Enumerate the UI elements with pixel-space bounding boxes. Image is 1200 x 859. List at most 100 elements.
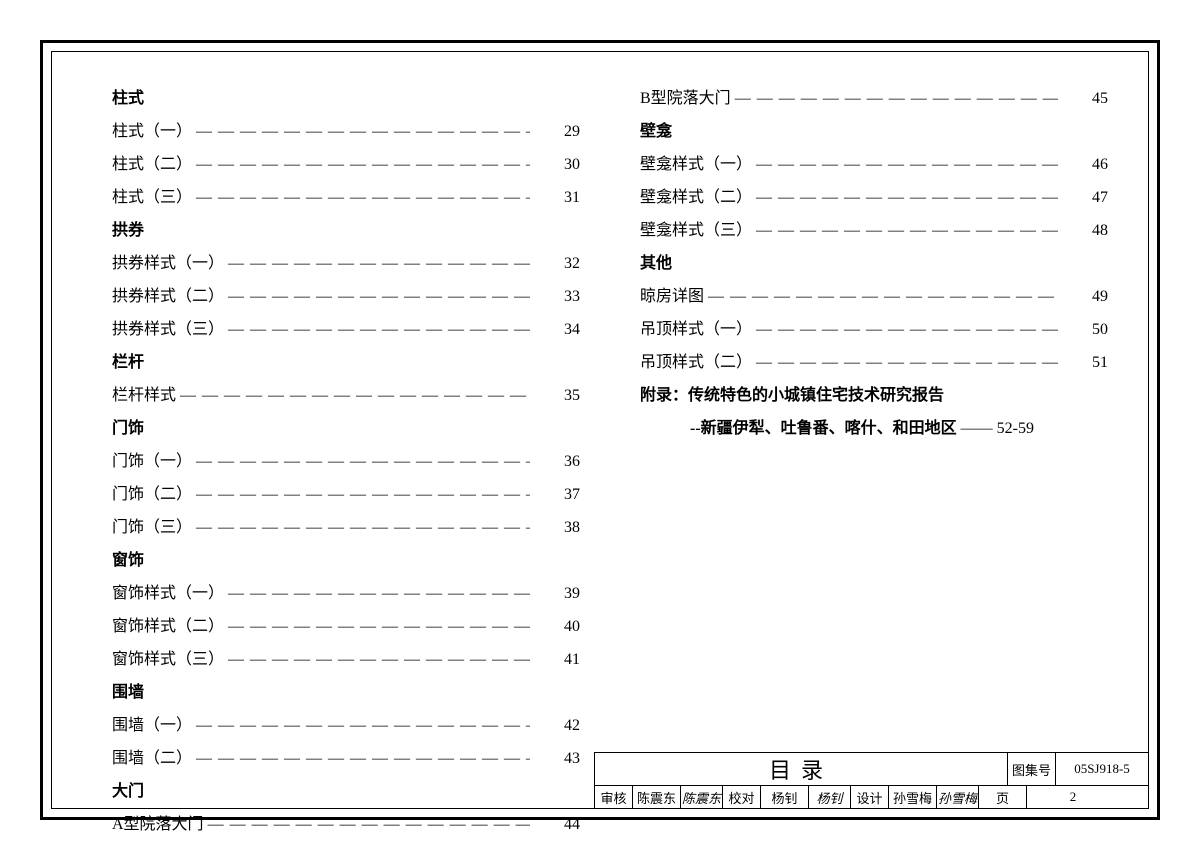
toc-leader: ————————————————————————————————————————… bbox=[204, 808, 530, 841]
toc-entry: 柱式（三）———————————————————————————————————… bbox=[112, 181, 580, 214]
toc-entry: 吊顶样式（一）—————————————————————————————————… bbox=[640, 313, 1108, 346]
toc-entry-label: 窗饰样式（一） bbox=[112, 577, 224, 610]
toc-entry: A型院落大门——————————————————————————————————… bbox=[112, 808, 580, 841]
toc-entry-page: 44 bbox=[530, 808, 580, 841]
toc-heading-label: 窗饰 bbox=[112, 544, 144, 577]
toc-entry: 壁龛样式（三）—————————————————————————————————… bbox=[640, 214, 1108, 247]
toc-leader: ————————————————————————————————————————… bbox=[224, 313, 530, 346]
toc-entry-label: 柱式（三） bbox=[112, 181, 192, 214]
toc-entry-label: 围墙（一） bbox=[112, 709, 192, 742]
toc-entry-label: 吊顶样式（一） bbox=[640, 313, 752, 346]
toc-entry: 窗饰样式（三）—————————————————————————————————… bbox=[112, 643, 580, 676]
toc-heading: 栏杆 bbox=[112, 346, 580, 379]
title-block-row-1: 目录 图集号 05SJ918-5 bbox=[595, 753, 1148, 785]
toc-entry-page: 33 bbox=[530, 280, 580, 313]
toc-entry-page: 37 bbox=[530, 478, 580, 511]
toc-entry: 柱式（一）———————————————————————————————————… bbox=[112, 115, 580, 148]
drawing-sheet: 柱式柱式（一）—————————————————————————————————… bbox=[40, 40, 1160, 820]
toc-entry-page: 35 bbox=[530, 379, 580, 412]
toc-entry: 拱券样式（三）—————————————————————————————————… bbox=[112, 313, 580, 346]
toc-leader: ————————————————————————————————————————… bbox=[192, 742, 530, 775]
toc-heading-label: 围墙 bbox=[112, 676, 144, 709]
toc-heading: 柱式 bbox=[112, 82, 580, 115]
checker-signature: 杨钊 bbox=[809, 786, 851, 808]
toc-appendix-page: 52-59 bbox=[997, 412, 1034, 445]
toc-appendix-sub-label: --新疆伊犁、吐鲁番、喀什、和田地区 bbox=[690, 412, 957, 445]
designer-label: 设计 bbox=[851, 786, 889, 808]
toc-entry-page: 41 bbox=[530, 643, 580, 676]
toc-entry-label: A型院落大门 bbox=[112, 808, 204, 841]
toc-leader: ————————————————————————————————————————… bbox=[752, 346, 1058, 379]
toc-entry: 围墙（二）———————————————————————————————————… bbox=[112, 742, 580, 775]
toc-entry: 拱券样式（一）—————————————————————————————————… bbox=[112, 247, 580, 280]
toc-entry-page: 34 bbox=[530, 313, 580, 346]
toc-heading-label: 门饰 bbox=[112, 412, 144, 445]
toc-entry-page: 48 bbox=[1058, 214, 1108, 247]
toc-leader: ————————————————————————————————————————… bbox=[224, 247, 530, 280]
toc-entry: 柱式（二）———————————————————————————————————… bbox=[112, 148, 580, 181]
toc-entry: 栏杆样式————————————————————————————————————… bbox=[112, 379, 580, 412]
toc-entry-page: 38 bbox=[530, 511, 580, 544]
toc-heading-label: 其他 bbox=[640, 247, 672, 280]
toc-heading-label: 柱式 bbox=[112, 82, 144, 115]
toc-leader: ————————————————————————————————————————… bbox=[192, 148, 530, 181]
toc-leader: ————————————————————————————————————————… bbox=[752, 148, 1058, 181]
toc-entry-page: 36 bbox=[530, 445, 580, 478]
toc-heading-label: 大门 bbox=[112, 775, 144, 808]
toc-entry-label: 壁龛样式（三） bbox=[640, 214, 752, 247]
toc-entry-label: 拱券样式（一） bbox=[112, 247, 224, 280]
toc-entry-label: 栏杆样式 bbox=[112, 379, 176, 412]
reviewer-signature: 陈震东 bbox=[681, 786, 723, 808]
toc-entry-label: 窗饰样式（二） bbox=[112, 610, 224, 643]
toc-heading: 窗饰 bbox=[112, 544, 580, 577]
toc-entry: 壁龛样式（二）—————————————————————————————————… bbox=[640, 181, 1108, 214]
toc-leader: ————————————————————————————————————————… bbox=[224, 280, 530, 313]
toc-leader: ————————————————————————————————————————… bbox=[752, 181, 1058, 214]
toc-entry: 窗饰样式（二）—————————————————————————————————… bbox=[112, 610, 580, 643]
toc-entry-page: 43 bbox=[530, 742, 580, 775]
toc-column-right: B型院落大门——————————————————————————————————… bbox=[640, 82, 1108, 748]
toc-entry: 门饰（一）———————————————————————————————————… bbox=[112, 445, 580, 478]
toc-entry: B型院落大门——————————————————————————————————… bbox=[640, 82, 1108, 115]
toc-leader: ————————————————————————————————————————… bbox=[192, 181, 530, 214]
toc-leader: ————————————————————————————————————————… bbox=[224, 610, 530, 643]
toc-entry-page: 31 bbox=[530, 181, 580, 214]
toc-entry-page: 30 bbox=[530, 148, 580, 181]
toc-entry-label: 柱式（二） bbox=[112, 148, 192, 181]
toc-entry: 围墙（一）———————————————————————————————————… bbox=[112, 709, 580, 742]
toc-heading: 围墙 bbox=[112, 676, 580, 709]
toc-appendix-sub: --新疆伊犁、吐鲁番、喀什、和田地区——52-59 bbox=[640, 412, 1108, 445]
sheet-title: 目录 bbox=[595, 753, 1008, 785]
toc-entry-label: 壁龛样式（一） bbox=[640, 148, 752, 181]
toc-leader: ————————————————————————————————————————… bbox=[192, 511, 530, 544]
toc-heading: 拱券 bbox=[112, 214, 580, 247]
toc-leader: ————————————————————————————————————————… bbox=[704, 280, 1058, 313]
page-label: 页 bbox=[979, 786, 1027, 808]
toc-entry-page: 51 bbox=[1058, 346, 1108, 379]
reviewer-label: 审核 bbox=[595, 786, 633, 808]
toc-leader: ————————————————————————————————————————… bbox=[752, 313, 1058, 346]
title-block: 目录 图集号 05SJ918-5 审核 陈震东 陈震东 校对 杨钊 杨钊 设计 … bbox=[594, 752, 1149, 809]
toc-entry: 壁龛样式（一）—————————————————————————————————… bbox=[640, 148, 1108, 181]
title-block-row-2: 审核 陈震东 陈震东 校对 杨钊 杨钊 设计 孙雪梅 孙雪梅 页 2 bbox=[595, 785, 1148, 808]
toc-entry: 门饰（二）———————————————————————————————————… bbox=[112, 478, 580, 511]
page-value: 2 bbox=[1027, 786, 1119, 808]
designer-signature: 孙雪梅 bbox=[937, 786, 979, 808]
toc-leader: ————————————————————————————————————————… bbox=[192, 478, 530, 511]
checker-label: 校对 bbox=[723, 786, 761, 808]
toc-entry: 晾房详图————————————————————————————————————… bbox=[640, 280, 1108, 313]
toc-leader: ————————————————————————————————————————… bbox=[224, 577, 530, 610]
toc-heading-label: 壁龛 bbox=[640, 115, 672, 148]
toc-leader: ————————————————————————————————————————… bbox=[192, 709, 530, 742]
toc-entry-label: 柱式（一） bbox=[112, 115, 192, 148]
reviewer-name: 陈震东 bbox=[633, 786, 681, 808]
toc-entry-page: 45 bbox=[1058, 82, 1108, 115]
toc-entry: 拱券样式（二）—————————————————————————————————… bbox=[112, 280, 580, 313]
toc-entry-page: 46 bbox=[1058, 148, 1108, 181]
toc-entry-page: 39 bbox=[530, 577, 580, 610]
toc-column-left: 柱式柱式（一）—————————————————————————————————… bbox=[112, 82, 580, 748]
toc-leader: ————————————————————————————————————————… bbox=[752, 214, 1058, 247]
toc-leader: ————————————————————————————————————————… bbox=[192, 115, 530, 148]
toc-heading: 其他 bbox=[640, 247, 1108, 280]
catalog-no-value: 05SJ918-5 bbox=[1056, 753, 1148, 785]
